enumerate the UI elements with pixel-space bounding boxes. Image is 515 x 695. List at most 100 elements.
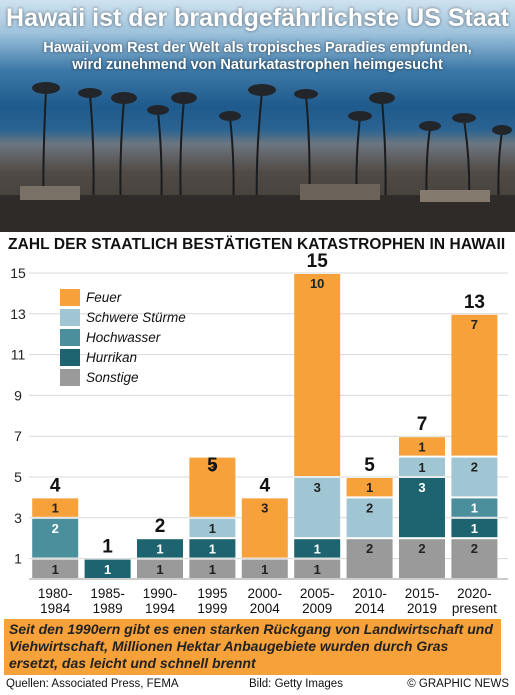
bar-total-label: 1	[102, 537, 113, 558]
x-tick-label: 1980-	[38, 586, 73, 601]
watermark-text: GRAPHIC NEWS	[127, 370, 393, 408]
bar-segment	[399, 539, 445, 578]
bar-segment-label: 7	[471, 317, 478, 332]
bar-segment-label: 1	[52, 501, 59, 516]
bar-segment	[451, 314, 498, 456]
note-box: Seit den 1990ern gibt es enen starken Rü…	[4, 619, 501, 675]
x-tick-label: 2004	[250, 601, 281, 616]
legend-label: Schwere Stürme	[86, 310, 186, 325]
bar-segment-label: 1	[366, 480, 373, 495]
bar-total-label: 4	[260, 475, 271, 496]
x-tick-label: 1989	[93, 601, 123, 616]
bar-segment-label: 1	[209, 521, 216, 536]
bar-segment	[451, 518, 498, 538]
bar-total-label: 15	[307, 252, 329, 272]
bar-segment	[189, 457, 236, 517]
bar-segment	[294, 559, 341, 578]
bar-total-label: 2	[155, 516, 166, 537]
bar-segment-label: 3	[261, 500, 268, 515]
bar-segment-label: 10	[310, 276, 324, 291]
bar-segment	[137, 559, 183, 578]
legend-label: Feuer	[86, 290, 122, 305]
page-subtitle: Hawaii,vom Rest der Welt als tropisches …	[0, 40, 515, 74]
x-tick-label: 1994	[145, 601, 176, 616]
x-tick-label: 2019	[407, 601, 437, 616]
bar-segment	[294, 274, 341, 476]
footer-copyright: © GRAPHIC NEWS	[407, 678, 509, 690]
bar-segment	[189, 518, 236, 538]
bar-segment-label: 1	[156, 541, 163, 556]
bar-segment	[241, 498, 288, 558]
bar-segment	[346, 498, 393, 538]
bar-segment	[451, 539, 498, 578]
x-tick-label: 1984	[40, 601, 71, 616]
bar-segment-label: 2	[366, 541, 373, 556]
bar-segment	[399, 478, 445, 538]
bar-segment-label: 1	[104, 562, 111, 577]
bar-segment-label: 1	[209, 541, 216, 556]
bar-segment	[451, 498, 498, 517]
bar-segment-label: 1	[471, 501, 478, 516]
legend-label: Hurrikan	[86, 350, 137, 365]
x-tick-label: 2005-	[300, 586, 335, 601]
bar-segment-label: 3	[418, 480, 425, 495]
bar-total-label: 5	[207, 455, 218, 476]
bar-segment-label: 2	[366, 500, 373, 515]
bar-segment	[346, 539, 393, 578]
bar-segment-label: 1	[261, 562, 268, 577]
y-tick-label: 7	[14, 428, 22, 444]
bar-segment-label: 1	[314, 541, 321, 556]
x-tick-label: 2020-	[457, 586, 492, 601]
bar-segment-label: 1	[156, 562, 163, 577]
disaster-bar-chart: GRAPHIC NEWS1357911131512141980-19841119…	[10, 252, 508, 616]
y-tick-label: 3	[14, 510, 22, 526]
x-tick-label: 1985-	[90, 586, 125, 601]
y-tick-label: 1	[14, 551, 22, 567]
footer: Quellen: Associated Press, FEMA Bild: Ge…	[6, 678, 509, 694]
bar-segment-label: 2	[418, 541, 425, 556]
footer-image-credit: Bild: Getty Images	[249, 678, 343, 690]
y-tick-label: 13	[10, 306, 26, 322]
bar-segment	[189, 559, 236, 578]
bar-segment-label: 3	[209, 460, 216, 475]
legend-label: Hochwasser	[86, 330, 161, 345]
legend-swatch	[60, 349, 80, 366]
bar-segment	[346, 478, 393, 497]
x-tick-label: 2000-	[248, 586, 283, 601]
y-tick-label: 15	[10, 265, 26, 281]
bar-segment	[451, 457, 498, 497]
legend-label: Sonstige	[86, 370, 139, 385]
x-tick-label: 2015-	[405, 586, 440, 601]
y-tick-label: 11	[11, 347, 26, 363]
bar-segment-label: 1	[471, 521, 478, 536]
x-tick-label: 2009	[302, 601, 332, 616]
bar-segment	[84, 559, 131, 578]
x-tick-label: present	[452, 601, 497, 616]
bar-segment-label: 1	[52, 562, 59, 577]
footer-sources: Quellen: Associated Press, FEMA	[6, 678, 179, 690]
y-tick-label: 9	[14, 387, 22, 403]
bar-segment	[189, 539, 236, 558]
page-title: Hawaii ist der brandgefährlichste US Sta…	[6, 4, 509, 32]
bar-total-label: 7	[417, 414, 428, 435]
bar-segment-label: 2	[471, 460, 478, 475]
x-tick-label: 2010-	[352, 586, 387, 601]
chart-title: ZAHL DER STAATLICH BESTÄTIGTEN KATASTROP…	[8, 236, 506, 253]
bar-total-label: 4	[50, 475, 61, 496]
legend-swatch	[60, 369, 80, 386]
bar-segment	[137, 539, 183, 558]
bar-segment-label: 1	[418, 439, 425, 454]
bar-total-label: 5	[364, 455, 375, 476]
palm-tree-photo	[0, 82, 515, 232]
bar-segment-label: 2	[52, 521, 59, 536]
bar-segment	[32, 518, 79, 558]
bar-segment	[399, 437, 445, 456]
legend-swatch	[60, 289, 80, 306]
x-tick-label: 1990-	[143, 586, 178, 601]
bar-segment-label: 1	[209, 562, 216, 577]
bar-segment	[32, 498, 79, 517]
legend-swatch	[60, 329, 80, 346]
x-tick-label: 2014	[355, 601, 386, 616]
bar-segment	[241, 559, 288, 578]
bar-segment-label: 1	[314, 562, 321, 577]
